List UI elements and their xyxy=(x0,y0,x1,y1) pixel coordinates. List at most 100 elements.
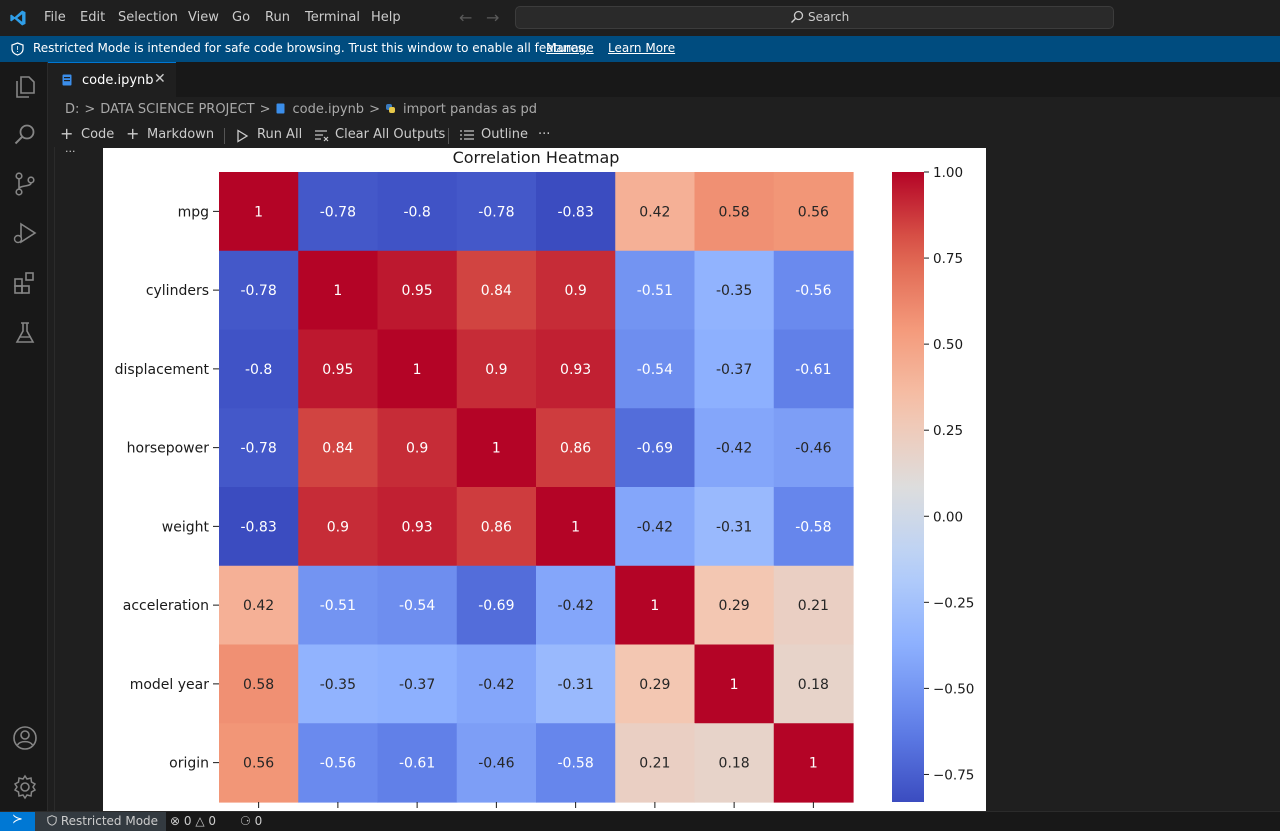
breadcrumb-separator: > xyxy=(259,102,271,117)
explorer-icon[interactable] xyxy=(12,74,38,100)
cell-more-icon[interactable]: ... xyxy=(65,142,76,155)
y-axis-label: cylinders xyxy=(146,283,209,299)
heatmap-annotation: 0.56 xyxy=(243,756,274,772)
arrow-right-icon[interactable]: → xyxy=(486,8,500,27)
testing-icon[interactable] xyxy=(12,320,38,346)
command-center-search[interactable]: Search xyxy=(515,6,1114,29)
account-icon[interactable] xyxy=(12,725,38,751)
heatmap-cell xyxy=(298,487,379,567)
heatmap-annotation: -0.78 xyxy=(478,204,514,220)
breadcrumb-separator: > xyxy=(84,102,96,117)
heatmap-annotation: 0.18 xyxy=(719,756,750,772)
menu-terminal[interactable]: Terminal xyxy=(305,10,360,25)
ports-count: 0 xyxy=(254,814,263,828)
outline-button[interactable]: Outline xyxy=(481,127,529,142)
correlation-heatmap: 1 -0.78 -0.8 -0.78 -0.83 0.42 0.58 0.56 -0.78 1 0.… xyxy=(115,148,974,808)
heatmap-annotation: 0.9 xyxy=(564,283,586,299)
tab-label: code.ipynb xyxy=(82,73,154,88)
heatmap-cell xyxy=(694,723,775,803)
menu-edit[interactable]: Edit xyxy=(80,10,106,25)
heatmap-cell xyxy=(615,250,696,331)
run-all-button[interactable]: Run All xyxy=(257,127,303,142)
heatmap-cell xyxy=(298,408,379,488)
cell-output-image: 1 -0.78 -0.8 -0.78 -0.83 0.42 0.58 0.56 -0.78 1 0.… xyxy=(103,148,986,811)
heatmap-cell xyxy=(615,565,696,646)
close-icon[interactable]: ✕ xyxy=(154,71,166,87)
run-all-icon[interactable] xyxy=(236,129,249,143)
chart-title: Correlation Heatmap xyxy=(453,148,620,167)
colorbar-tick-label: 0.75 xyxy=(933,251,963,267)
heatmap-cell xyxy=(773,329,854,409)
notebook-file-icon xyxy=(276,103,285,114)
more-actions-icon[interactable]: ··· xyxy=(538,127,551,142)
heatmap-cell xyxy=(456,565,537,646)
restricted-mode-status[interactable]: Restricted Mode xyxy=(35,812,167,831)
heatmap-cell xyxy=(298,723,379,803)
heatmap-annotation: 0.86 xyxy=(560,441,591,457)
heatmap-annotation: -0.78 xyxy=(320,204,356,220)
arrow-left-icon[interactable]: ← xyxy=(459,8,473,27)
manage-link[interactable]: Manage xyxy=(546,41,594,55)
breadcrumb-cell[interactable]: import pandas as pd xyxy=(402,102,537,117)
heatmap-annotation: 0.95 xyxy=(322,362,353,378)
cell-gutter xyxy=(54,147,55,811)
run-debug-icon[interactable] xyxy=(12,220,38,246)
heatmap-annotation: -0.61 xyxy=(795,362,831,378)
heatmap-cell xyxy=(694,329,775,409)
add-markdown-button[interactable]: Markdown xyxy=(147,127,215,142)
heatmap-annotation: -0.46 xyxy=(478,756,514,772)
heatmap-cell xyxy=(773,172,854,252)
heatmap-cell xyxy=(219,565,299,646)
y-axis-label: weight xyxy=(162,519,210,535)
clear-outputs-icon[interactable] xyxy=(315,130,329,142)
breadcrumb-folder[interactable]: DATA SCIENCE PROJECT xyxy=(100,102,255,117)
heatmap-annotation: -0.31 xyxy=(558,677,594,693)
menu-view[interactable]: View xyxy=(188,10,219,25)
breadcrumb-file[interactable]: code.ipynb xyxy=(292,102,365,117)
toolbar-divider xyxy=(448,128,449,144)
clear-all-outputs-button[interactable]: Clear All Outputs xyxy=(335,127,446,142)
heatmap-cell xyxy=(219,487,299,567)
breadcrumb-drive[interactable]: D: xyxy=(65,102,80,117)
menu-run[interactable]: Run xyxy=(265,10,290,25)
heatmap-cell xyxy=(615,487,696,567)
colorbar-tick-label: 0.00 xyxy=(933,509,963,525)
heatmap-annotation: -0.42 xyxy=(558,598,594,614)
heatmap-annotation: -0.54 xyxy=(637,362,673,378)
y-axis-label: model year xyxy=(130,677,210,693)
heatmap-cell xyxy=(773,408,854,488)
heatmap-annotation: -0.8 xyxy=(245,362,272,378)
add-code-button[interactable]: Code xyxy=(81,127,115,142)
heatmap-annotation: -0.31 xyxy=(716,519,752,535)
menu-go[interactable]: Go xyxy=(232,10,251,25)
plus-icon[interactable]: + xyxy=(60,124,74,143)
learn-more-link[interactable]: Learn More xyxy=(608,41,676,55)
heatmap-annotation: 0.21 xyxy=(798,598,829,614)
heatmap-cell xyxy=(377,487,458,567)
problems-status[interactable]: ⊗ 0 △ 0 xyxy=(170,814,216,828)
source-control-icon[interactable] xyxy=(12,171,38,197)
menu-selection[interactable]: Selection xyxy=(118,10,178,25)
heatmap-annotation: 1 xyxy=(650,598,659,614)
search-icon[interactable] xyxy=(12,122,38,148)
search-icon xyxy=(791,10,804,23)
menu-file[interactable]: File xyxy=(44,10,66,25)
colorbar-tick-label: 0.25 xyxy=(933,423,963,439)
extensions-icon[interactable] xyxy=(12,270,38,296)
remote-window-icon[interactable]: ≻ xyxy=(0,812,35,831)
heatmap-cell xyxy=(377,172,458,252)
heatmap-annotation: 0.84 xyxy=(322,441,353,457)
heatmap-annotation: 1 xyxy=(333,283,342,299)
outline-icon[interactable] xyxy=(460,130,474,142)
heatmap-annotation: -0.42 xyxy=(716,441,752,457)
menu-help[interactable]: Help xyxy=(371,10,401,25)
heatmap-annotation: -0.78 xyxy=(241,441,277,457)
settings-gear-icon[interactable] xyxy=(12,774,38,800)
breadcrumb-separator: > xyxy=(369,102,380,117)
heatmap-cell xyxy=(536,565,616,646)
heatmap-annotation: -0.51 xyxy=(637,283,673,299)
tab-code-ipynb[interactable]: code.ipynb ✕ xyxy=(48,62,176,97)
ports-status[interactable]: ⚆ 0 xyxy=(240,814,262,828)
heatmap-cell xyxy=(456,250,537,331)
plus-icon[interactable]: + xyxy=(126,124,140,143)
